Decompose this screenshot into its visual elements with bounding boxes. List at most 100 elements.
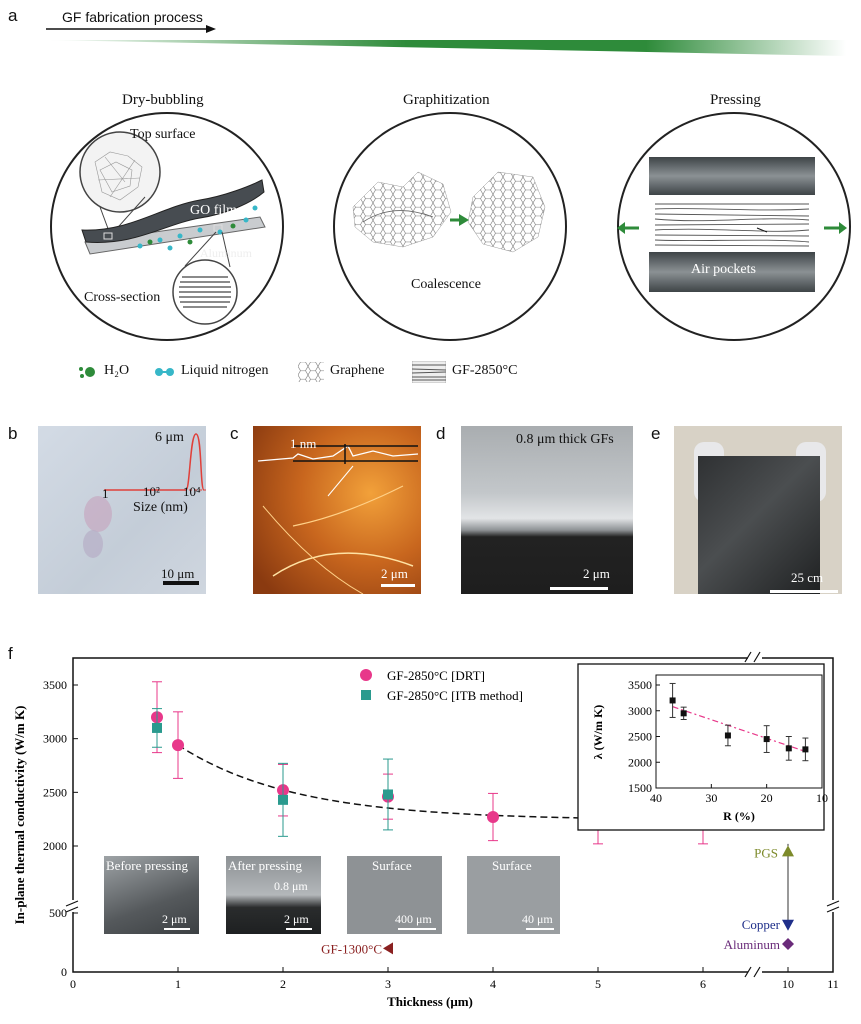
step-pressing: Pressing <box>710 92 761 108</box>
afm-height-label: 1 nm <box>290 436 317 451</box>
top-surface-label: Top surface <box>130 127 196 142</box>
panel-c-letter: c <box>230 424 239 443</box>
air-pockets-label: Air pockets <box>691 262 756 277</box>
x-break-top <box>744 651 761 663</box>
dry-bubbling-illustration <box>79 131 266 325</box>
inset-point <box>680 710 687 717</box>
y-break-right <box>826 900 840 913</box>
inset-after-pressing <box>226 856 321 934</box>
legend-drt-label: GF-2850°C [DRT] <box>387 668 485 683</box>
h2o-icon <box>79 367 95 378</box>
inset-x-tick-label: 10 <box>816 791 828 805</box>
inset-y-tick-label: 2500 <box>628 730 652 744</box>
tick-1: 1 <box>102 486 109 501</box>
panel-b-scalebar: 10 μm <box>161 566 195 581</box>
x-break-bottom <box>744 966 761 978</box>
gf1300-label: GF-1300°C <box>321 941 382 956</box>
y-break-right-gap <box>827 900 839 912</box>
aluminum-label: Aluminum <box>724 937 780 952</box>
drt-point <box>487 811 499 824</box>
legend-liquid-nitrogen: Liquid nitrogen <box>181 363 269 378</box>
y-break-left <box>65 900 79 913</box>
panel-d-letter: d <box>436 424 446 443</box>
inset-point <box>669 697 676 704</box>
inset-surface-400-scale: 400 μm <box>395 912 432 926</box>
step-graphitization: Graphitization <box>403 92 490 108</box>
tick-10000: 10⁴ <box>183 484 201 499</box>
thermal-conductivity-chart: 0 1 2 3 4 5 6 10 11 0 500 2000 2500 3000 3500 Thickness… <box>12 651 840 1009</box>
pgs-marker <box>782 845 794 857</box>
legend-drt-marker <box>360 669 372 681</box>
itb-point <box>278 794 288 805</box>
legend-gf: GF-2850°C <box>452 363 518 378</box>
graphene-icon <box>298 362 324 382</box>
x-tick-label: 0 <box>70 977 76 991</box>
afm-overlay <box>257 444 419 594</box>
gf1300-marker <box>383 942 393 955</box>
inset-frame <box>577 663 825 831</box>
panel-b-micrograph <box>38 426 206 594</box>
legend-itb-label: GF-2850°C [ITB method] <box>387 688 523 703</box>
inset-axes <box>655 674 823 789</box>
size-axis-label: Size (nm) <box>133 500 188 515</box>
inset-before-pressing-scale: 2 μm <box>162 912 187 926</box>
process-title: GF fabrication process <box>62 9 203 25</box>
inset-point <box>724 732 731 739</box>
inset-after-pressing-title: After pressing <box>228 858 303 873</box>
aluminum-marker <box>782 938 794 951</box>
liquid-nitrogen-icon <box>155 368 174 376</box>
x-tick-label: 3 <box>385 977 391 991</box>
panel-a-letter: a <box>8 6 18 25</box>
x-tick-label: 10 <box>782 977 794 991</box>
legend-graphene: Graphene <box>330 363 385 378</box>
pressing-circle <box>617 112 851 341</box>
go-film-label: GO film <box>190 203 238 218</box>
drt-point <box>172 739 184 752</box>
inset-2-scalebar <box>286 928 312 930</box>
inset-after-pressing-thickness: 0.8 μm <box>274 879 308 893</box>
inset-y-tick-label: 3500 <box>628 678 652 692</box>
panel-b-letter: b <box>8 424 18 443</box>
pgs-label: PGS <box>754 845 778 860</box>
legend-h2o: H₂O <box>104 363 130 378</box>
y-tick-label: 3500 <box>43 678 67 692</box>
inset-y-label: λ (W/m K) <box>591 705 605 760</box>
inset-1-scalebar <box>164 928 190 930</box>
inset-point <box>802 746 809 753</box>
inset-3-scalebar <box>398 928 436 930</box>
inset-before-pressing <box>104 856 199 934</box>
panel-e-scalebar-line <box>770 590 838 593</box>
x-break-top-gap <box>748 654 762 662</box>
y-tick-label: 0 <box>61 965 67 979</box>
pressing-illustration <box>617 157 847 292</box>
inset-before-pressing-title: Before pressing <box>106 858 188 873</box>
cross-section-label: Cross-section <box>84 290 161 305</box>
y-break-left-gap <box>68 900 80 912</box>
panel-e-scalebar: 25 cm <box>791 570 824 585</box>
panel-e-photo <box>674 426 842 594</box>
inset-point <box>763 736 770 743</box>
inset-4-scalebar <box>526 928 554 930</box>
y-tick-label: 500 <box>49 906 67 920</box>
plot-frame <box>72 657 834 973</box>
tick-100: 10² <box>143 484 160 499</box>
y-tick-label: 2500 <box>43 785 67 799</box>
x-break-bottom-gap <box>748 968 762 976</box>
inset-x-label: R (%) <box>723 809 755 823</box>
copper-marker <box>782 919 794 931</box>
size-distribution-plot <box>83 433 206 585</box>
inset-point <box>785 745 792 752</box>
panel-d-sem-image <box>461 426 633 594</box>
inset-after-pressing-scale: 2 μm <box>284 912 309 926</box>
inset-x-tick-label: 20 <box>761 791 773 805</box>
panel-d-scalebar: 2 μm <box>583 566 610 581</box>
x-tick-label: 2 <box>280 977 286 991</box>
itb-point <box>383 789 393 800</box>
inset-fit-line <box>672 706 806 753</box>
inset-y-tick-label: 3000 <box>628 704 652 718</box>
inset-surface-400-title: Surface <box>372 858 412 873</box>
y-axis-label: In-plane thermal conductivity (W/m K) <box>12 706 27 925</box>
panel-f-letter: f <box>8 644 13 663</box>
inset-x-tick-label: 40 <box>650 791 662 805</box>
x-tick-label: 5 <box>595 977 601 991</box>
